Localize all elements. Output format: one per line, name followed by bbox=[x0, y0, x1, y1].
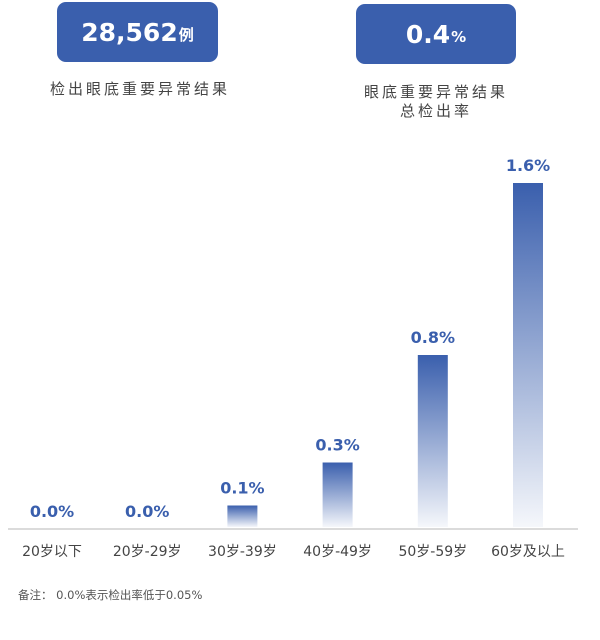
data-label: 1.6% bbox=[506, 156, 550, 175]
overall-rate-caption: 眼底重要异常结果 总检出率 bbox=[316, 83, 556, 121]
total-cases-badge: 28,562 例 bbox=[57, 2, 218, 62]
total-cases-caption: 检出眼底重要异常结果 bbox=[20, 80, 260, 99]
caption-line: 眼底重要异常结果 bbox=[363, 83, 508, 101]
bar bbox=[322, 462, 353, 527]
overall-rate-value: 0.4 bbox=[405, 19, 451, 49]
bar bbox=[227, 505, 258, 527]
x-tick-label: 20岁以下 bbox=[22, 544, 82, 560]
data-label: 0.1% bbox=[220, 479, 264, 498]
x-tick-label: 20岁-29岁 bbox=[113, 544, 182, 560]
bar bbox=[513, 183, 543, 527]
x-tick-label: 40岁-49岁 bbox=[303, 544, 372, 560]
data-label: 0.3% bbox=[315, 436, 359, 455]
x-tick-label: 30岁-39岁 bbox=[208, 544, 277, 560]
x-tick-label: 50岁-59岁 bbox=[398, 544, 467, 560]
bar-chart: 0.0% 20岁以下 0.0% 20岁-29岁 0.1% 30岁-39岁 0.3% 40岁-4… bbox=[8, 156, 578, 560]
total-cases-unit: 例 bbox=[178, 26, 194, 44]
data-label: 0.8% bbox=[411, 328, 455, 347]
total-cases-value: 28,562 bbox=[81, 17, 178, 47]
overall-rate-unit: % bbox=[451, 27, 467, 46]
caption-line: 检出眼底重要异常结果 bbox=[49, 80, 230, 98]
x-tick-label: 60岁及以上 bbox=[491, 544, 565, 560]
caption-line: 总检出率 bbox=[399, 102, 472, 120]
data-label: 0.0% bbox=[125, 502, 169, 521]
overall-rate-badge: 0.4% bbox=[356, 4, 516, 64]
data-label: 0.0% bbox=[30, 502, 74, 521]
bar bbox=[417, 355, 448, 527]
footnote: 备注： 0.0%表示检出率低于0.05% bbox=[18, 588, 203, 602]
